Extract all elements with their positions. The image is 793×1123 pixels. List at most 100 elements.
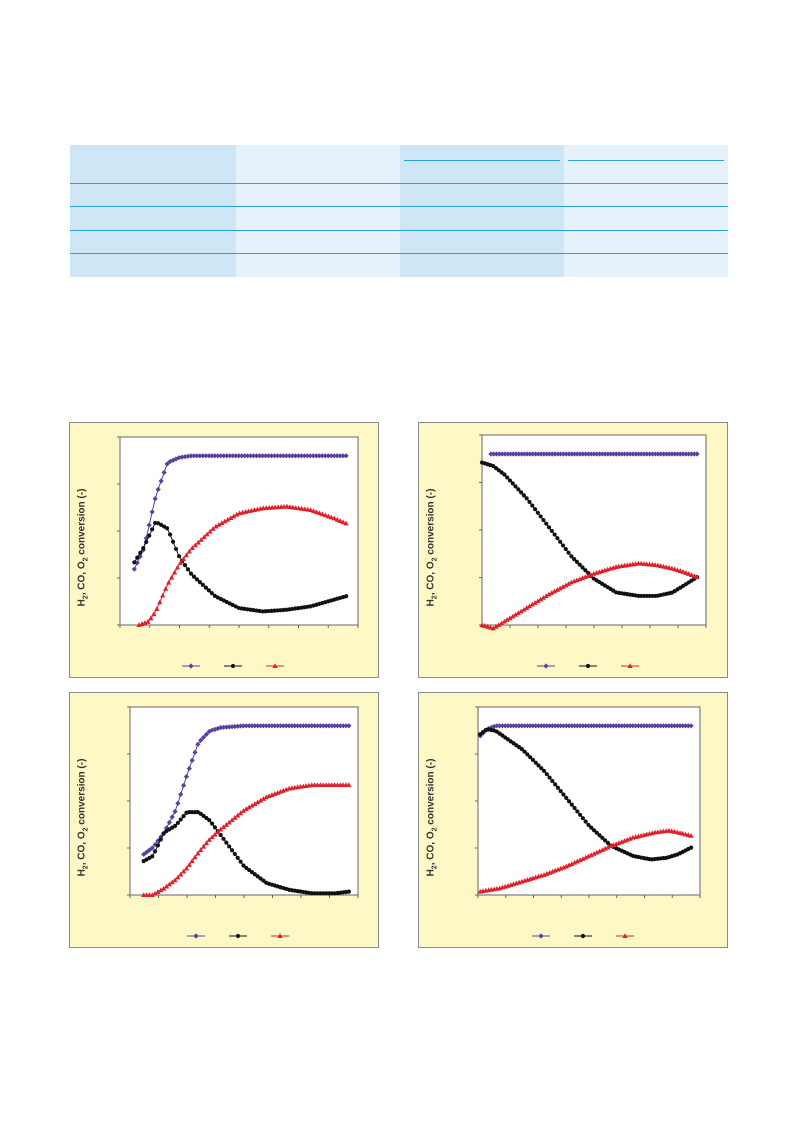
- data-point: [152, 849, 158, 854]
- data-point: [308, 507, 314, 513]
- data-point: [512, 611, 519, 617]
- legend-marker: [622, 933, 628, 938]
- data-point: [624, 451, 631, 457]
- data-point: [135, 555, 140, 560]
- data-point: [527, 499, 532, 505]
- data-point: [253, 453, 260, 459]
- data-point: [674, 567, 681, 573]
- data-point: [565, 581, 572, 586]
- data-point: [580, 565, 585, 570]
- data-point: [209, 591, 214, 596]
- data-point: [328, 514, 334, 520]
- data-point: [572, 557, 577, 562]
- data-point: [319, 511, 326, 517]
- data-point: [686, 571, 692, 576]
- data-point: [231, 513, 237, 519]
- data-point: [173, 546, 179, 552]
- data-point: [527, 451, 533, 457]
- data-point: [532, 600, 538, 605]
- data-point: [164, 461, 170, 467]
- data-point: [249, 802, 255, 808]
- data-point: [583, 568, 588, 573]
- data-point: [307, 453, 313, 459]
- plot-area: [477, 706, 701, 896]
- data-point: [585, 451, 592, 457]
- data-point: [557, 585, 563, 591]
- data-point: [577, 857, 583, 863]
- data-point: [185, 567, 191, 572]
- data-point: [529, 601, 535, 607]
- data-point: [553, 782, 558, 787]
- data-point: [175, 874, 181, 880]
- data-point: [325, 513, 331, 519]
- chart-panel-top-left: H2, CO, O2 conversion (-): [69, 422, 379, 678]
- data-point: [152, 890, 158, 896]
- data-point: [177, 560, 184, 565]
- data-point: [535, 598, 541, 604]
- data-point: [505, 451, 511, 457]
- data-point: [189, 858, 195, 864]
- data-point: [186, 548, 192, 554]
- data-point: [220, 824, 227, 830]
- data-point: [197, 580, 203, 585]
- data-point: [513, 484, 518, 489]
- data-point: [182, 563, 188, 568]
- data-point: [198, 537, 204, 542]
- data-point: [552, 588, 558, 594]
- data-point: [200, 734, 207, 740]
- data-point: [255, 799, 261, 805]
- data-point: [535, 451, 541, 457]
- data-point: [532, 451, 539, 457]
- data-point: [566, 799, 572, 804]
- data-point: [585, 853, 592, 859]
- data-point: [682, 723, 689, 729]
- data-point: [583, 819, 588, 824]
- series-diamond: [488, 451, 700, 457]
- legend-marker: [235, 933, 241, 939]
- data-point: [346, 889, 351, 894]
- data-point: [212, 726, 218, 732]
- data-point: [238, 859, 243, 864]
- data-point: [183, 865, 190, 871]
- data-point: [580, 856, 586, 861]
- data-point: [151, 611, 157, 617]
- data-point: [630, 451, 636, 457]
- data-point: [219, 520, 225, 526]
- data-point: [555, 451, 561, 457]
- data-point: [346, 782, 352, 788]
- data-point: [571, 859, 578, 865]
- data-point: [145, 619, 151, 624]
- data-point: [281, 607, 286, 613]
- data-point: [674, 723, 680, 729]
- data-point: [608, 451, 614, 457]
- table-row-rule: [70, 183, 728, 184]
- data-point: [563, 582, 569, 588]
- data-point: [605, 844, 611, 850]
- data-point: [558, 539, 563, 544]
- data-point: [602, 845, 608, 851]
- data-point: [195, 539, 201, 545]
- data-point: [174, 564, 181, 570]
- legend-marker: [277, 933, 283, 938]
- data-point: [566, 451, 572, 457]
- data-point: [207, 818, 212, 823]
- data-point: [334, 516, 340, 522]
- data-point: [200, 843, 207, 849]
- data-point: [591, 451, 597, 457]
- data-point: [516, 723, 522, 729]
- data-point: [337, 453, 343, 459]
- data-point: [346, 723, 352, 729]
- data-point: [566, 862, 572, 868]
- data-point: [575, 809, 580, 814]
- data-point: [633, 451, 639, 457]
- series-triangle: [479, 560, 700, 631]
- data-point: [195, 741, 201, 747]
- data-point: [600, 835, 605, 840]
- table-column: [564, 145, 728, 277]
- data-point: [560, 543, 566, 548]
- data-point: [252, 801, 258, 806]
- legend-marker: [230, 663, 236, 669]
- data-point: [160, 592, 166, 598]
- table-subheader-rule: [404, 160, 560, 161]
- data-point: [212, 831, 218, 837]
